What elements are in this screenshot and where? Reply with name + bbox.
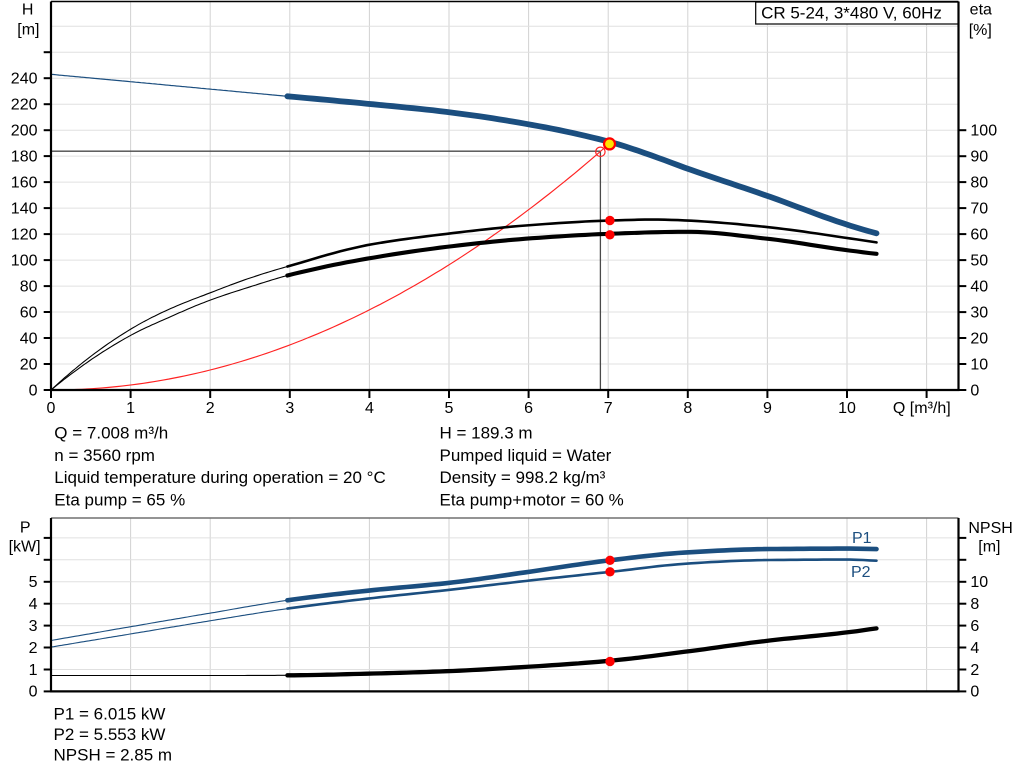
svg-text:0: 0 bbox=[970, 684, 979, 701]
svg-text:[m]: [m] bbox=[17, 22, 39, 39]
svg-text:160: 160 bbox=[11, 174, 38, 191]
svg-text:CR 5-24, 3*480 V, 60Hz: CR 5-24, 3*480 V, 60Hz bbox=[761, 3, 942, 22]
svg-text:NPSH: NPSH bbox=[968, 520, 1012, 537]
svg-text:6: 6 bbox=[970, 618, 979, 635]
svg-text:80: 80 bbox=[970, 174, 988, 191]
svg-text:30: 30 bbox=[970, 304, 988, 321]
svg-text:P1: P1 bbox=[852, 530, 872, 547]
svg-text:120: 120 bbox=[11, 226, 38, 243]
svg-text:0: 0 bbox=[970, 382, 979, 399]
svg-text:Eta pump = 65 %: Eta pump = 65 % bbox=[54, 491, 185, 510]
svg-text:Liquid temperature during oper: Liquid temperature during operation = 20… bbox=[54, 468, 385, 487]
svg-text:P: P bbox=[20, 520, 31, 537]
svg-text:H = 189.3 m: H = 189.3 m bbox=[440, 423, 533, 442]
svg-text:180: 180 bbox=[11, 148, 38, 165]
svg-text:20: 20 bbox=[970, 330, 988, 347]
svg-text:2: 2 bbox=[206, 400, 215, 417]
svg-text:3: 3 bbox=[285, 400, 294, 417]
svg-text:200: 200 bbox=[11, 123, 38, 140]
svg-text:[m]: [m] bbox=[978, 539, 1000, 556]
svg-text:8: 8 bbox=[970, 596, 979, 613]
svg-text:1: 1 bbox=[126, 400, 135, 417]
svg-text:9: 9 bbox=[763, 400, 772, 417]
svg-text:10: 10 bbox=[970, 574, 988, 591]
svg-text:140: 140 bbox=[11, 200, 38, 217]
svg-text:100: 100 bbox=[970, 123, 997, 140]
svg-text:2: 2 bbox=[970, 662, 979, 679]
svg-text:P2: P2 bbox=[851, 564, 871, 581]
svg-text:3: 3 bbox=[29, 618, 38, 635]
svg-text:40: 40 bbox=[970, 278, 988, 295]
svg-text:50: 50 bbox=[970, 252, 988, 269]
svg-text:220: 220 bbox=[11, 97, 38, 114]
svg-text:7: 7 bbox=[604, 400, 613, 417]
svg-text:[kW]: [kW] bbox=[9, 538, 41, 555]
svg-text:n = 3560 rpm: n = 3560 rpm bbox=[54, 446, 155, 465]
svg-text:P1 = 6.015 kW: P1 = 6.015 kW bbox=[54, 704, 166, 723]
svg-text:0: 0 bbox=[47, 400, 56, 417]
svg-text:1: 1 bbox=[29, 662, 38, 679]
svg-text:P2 = 5.553 kW: P2 = 5.553 kW bbox=[54, 725, 166, 744]
svg-text:100: 100 bbox=[11, 252, 38, 269]
svg-text:0: 0 bbox=[29, 684, 38, 701]
svg-text:8: 8 bbox=[683, 400, 692, 417]
svg-text:5: 5 bbox=[29, 574, 38, 591]
svg-text:Pumped liquid = Water: Pumped liquid = Water bbox=[440, 446, 612, 465]
svg-text:10: 10 bbox=[970, 356, 988, 373]
svg-text:Q [m³/h]: Q [m³/h] bbox=[893, 400, 951, 417]
svg-text:0: 0 bbox=[29, 382, 38, 399]
svg-text:90: 90 bbox=[970, 149, 988, 166]
svg-text:Eta pump+motor = 60 %: Eta pump+motor = 60 % bbox=[440, 491, 624, 510]
svg-text:4: 4 bbox=[970, 640, 979, 657]
svg-text:2: 2 bbox=[29, 640, 38, 657]
svg-text:H: H bbox=[22, 2, 34, 19]
svg-text:Q = 7.008 m³/h: Q = 7.008 m³/h bbox=[54, 423, 168, 442]
svg-text:6: 6 bbox=[524, 400, 533, 417]
svg-text:60: 60 bbox=[20, 304, 38, 321]
svg-text:60: 60 bbox=[970, 226, 988, 243]
svg-text:5: 5 bbox=[445, 400, 454, 417]
svg-text:[%]: [%] bbox=[969, 22, 992, 39]
svg-text:eta: eta bbox=[970, 1, 992, 18]
svg-text:Density = 998.2 kg/m³: Density = 998.2 kg/m³ bbox=[440, 468, 606, 487]
svg-text:240: 240 bbox=[11, 71, 38, 88]
svg-text:4: 4 bbox=[365, 400, 374, 417]
svg-text:40: 40 bbox=[20, 330, 38, 347]
svg-text:70: 70 bbox=[970, 200, 988, 217]
svg-text:80: 80 bbox=[20, 278, 38, 295]
svg-text:20: 20 bbox=[20, 356, 38, 373]
svg-text:4: 4 bbox=[29, 596, 38, 613]
svg-text:NPSH = 2.85 m: NPSH = 2.85 m bbox=[54, 746, 173, 765]
svg-text:10: 10 bbox=[838, 400, 856, 417]
